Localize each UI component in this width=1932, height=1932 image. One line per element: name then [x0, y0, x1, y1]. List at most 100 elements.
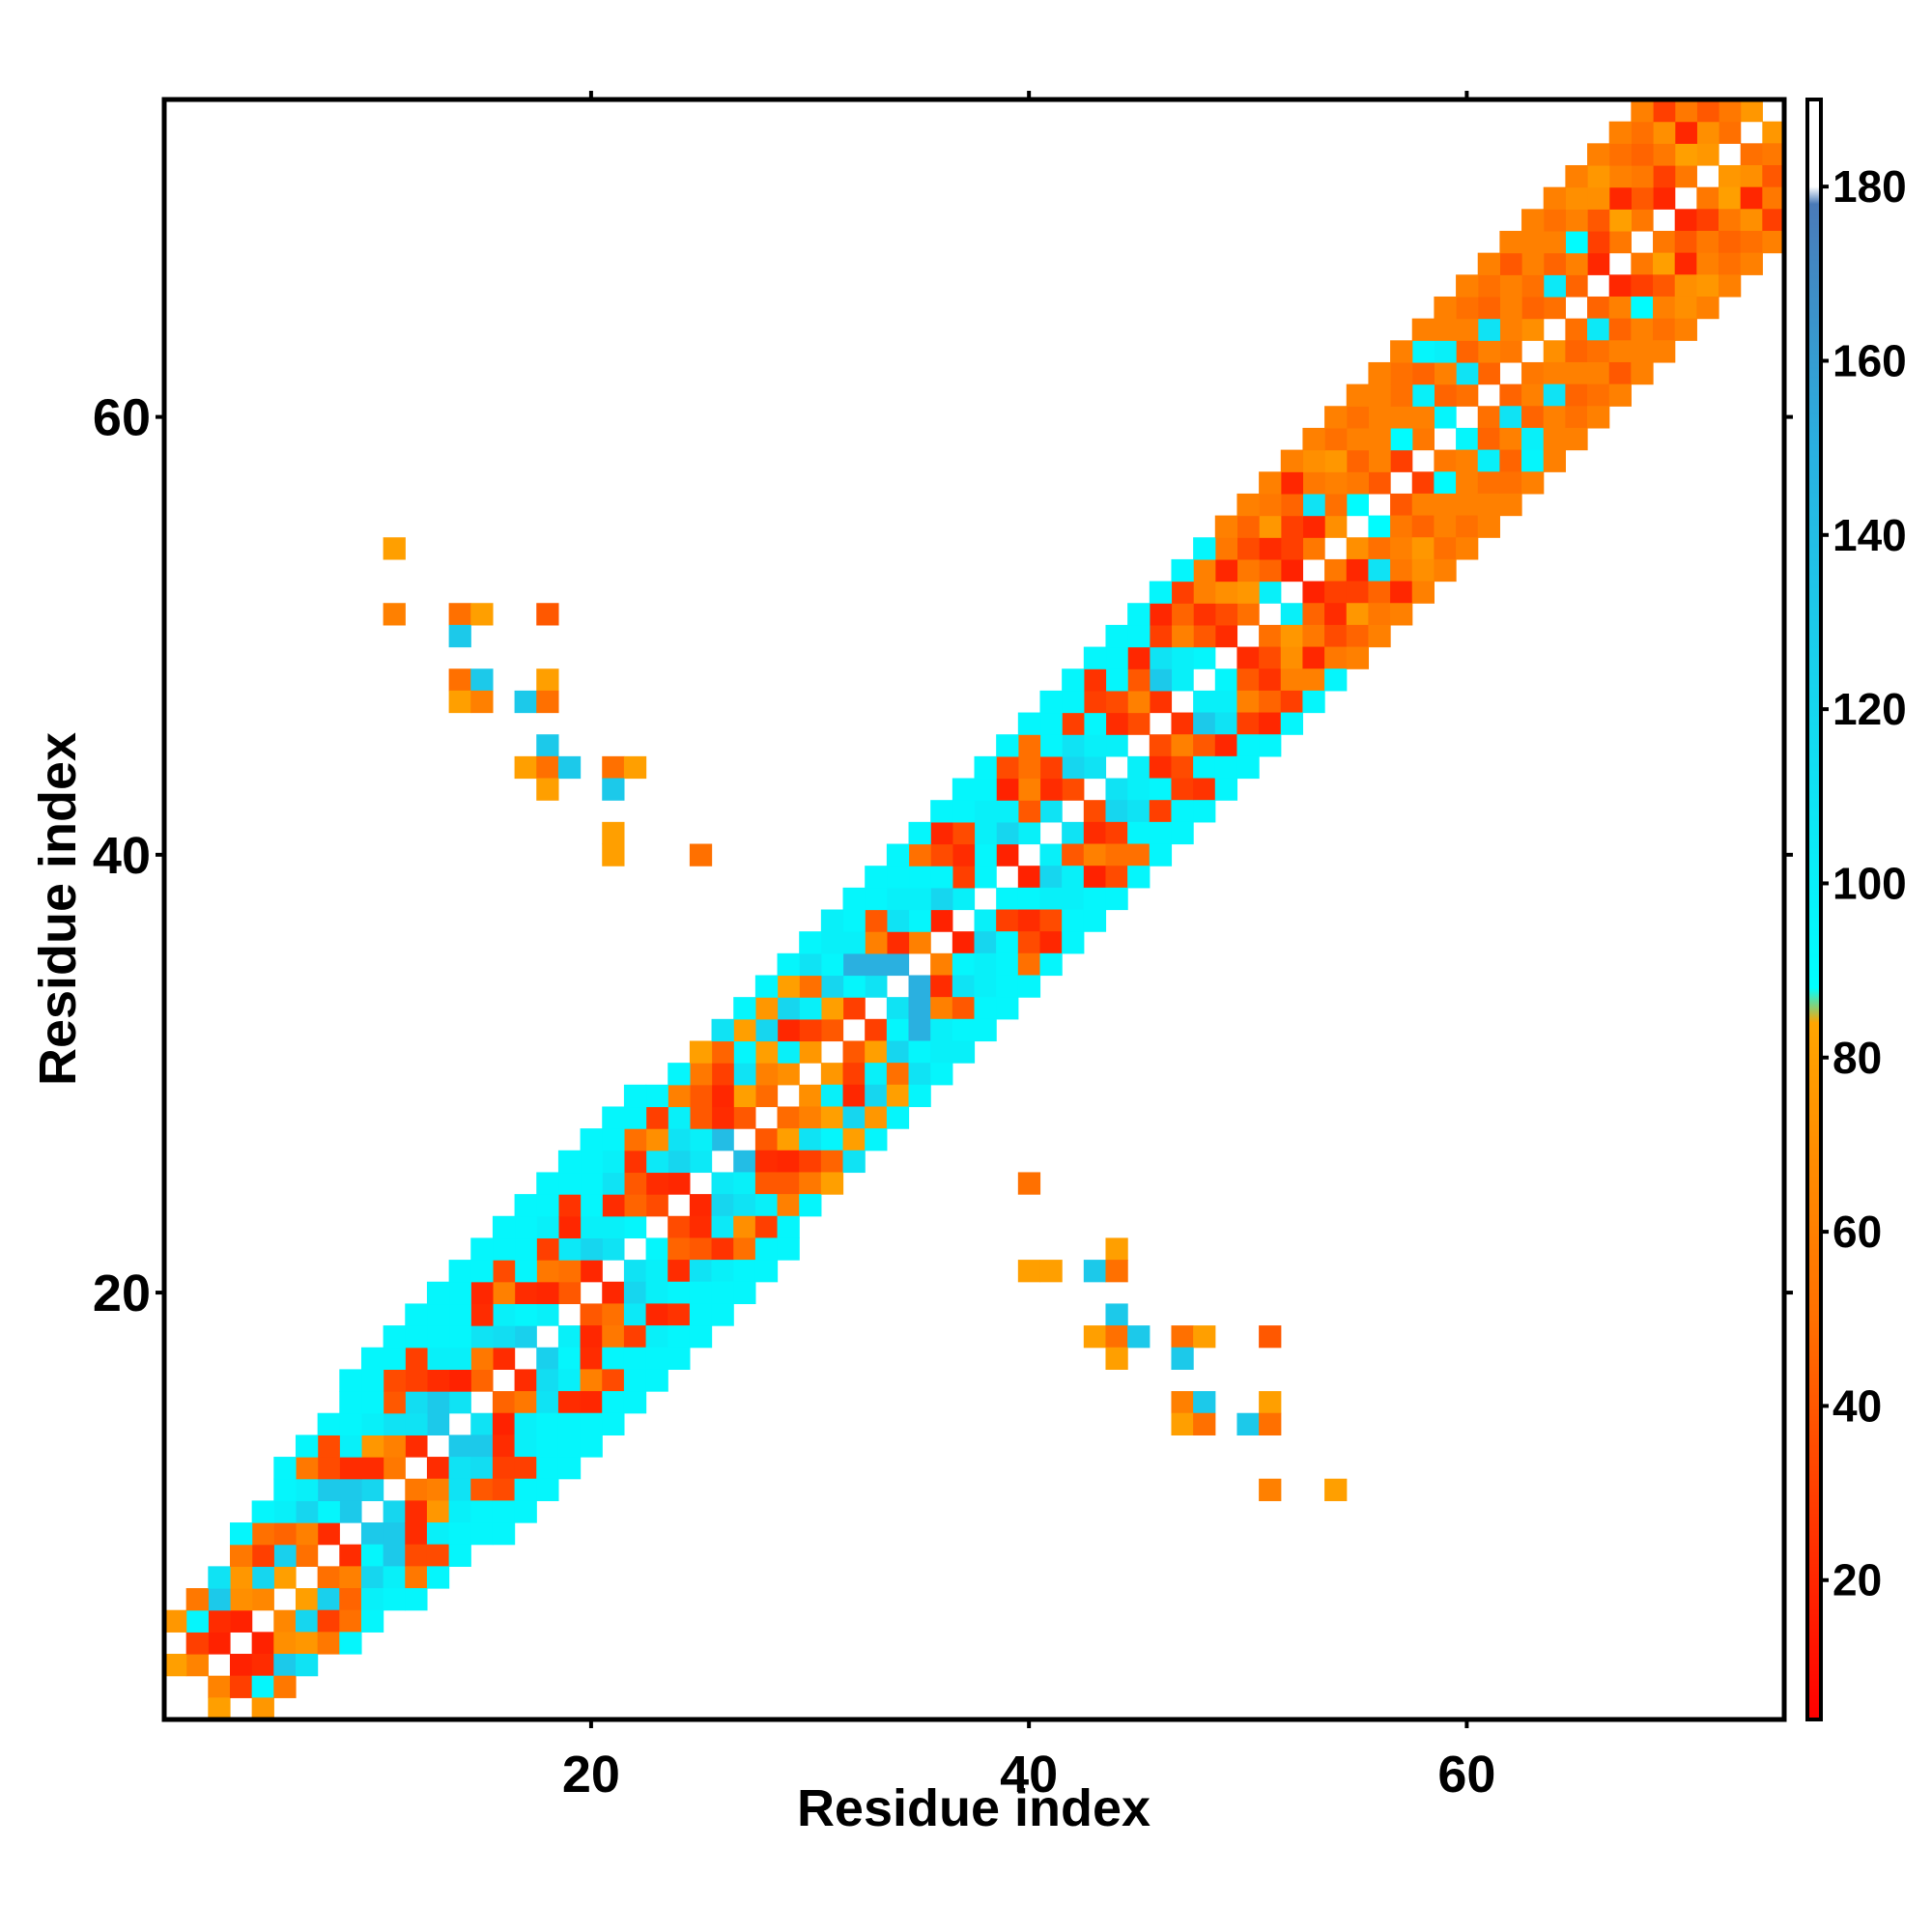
heatmap-cell — [557, 1150, 582, 1174]
heatmap-cell — [1390, 406, 1413, 429]
heatmap-cell — [1719, 121, 1742, 144]
heatmap-cell — [602, 1194, 625, 1217]
heatmap-cell — [996, 821, 1019, 845]
colorbar: 20 40 60 80 100 120 140 160 180 — [1805, 98, 1907, 1721]
heatmap-cell — [1456, 340, 1479, 363]
heatmap-cell — [952, 975, 976, 998]
heatmap-cell — [1762, 121, 1785, 144]
heatmap-cell — [711, 1106, 734, 1129]
heatmap-cell — [1280, 471, 1304, 495]
heatmap-cell — [1324, 581, 1348, 604]
heatmap-cell — [339, 1588, 362, 1611]
colorbar-tick-label: 40 — [1833, 1380, 1882, 1431]
heatmap-cell — [1653, 274, 1676, 298]
heatmap-cell — [1368, 581, 1391, 604]
heatmap-cell — [1105, 1260, 1128, 1283]
heatmap-cell — [273, 1566, 297, 1589]
heatmap-cell — [974, 909, 997, 932]
heatmap-cell — [536, 1457, 559, 1480]
heatmap-cell — [580, 1150, 603, 1174]
heatmap-cell — [886, 952, 910, 977]
heatmap-cell — [383, 1566, 406, 1589]
heatmap-cell — [1127, 1325, 1151, 1349]
heatmap-cell — [405, 1500, 428, 1523]
heatmap-cell — [470, 1281, 494, 1305]
heatmap-cell — [1346, 427, 1370, 451]
heatmap-cell — [317, 1632, 340, 1655]
heatmap-cell — [1039, 843, 1063, 867]
heatmap-cell — [930, 997, 953, 1020]
heatmap-cell — [820, 1018, 844, 1042]
heatmap-cell — [1346, 471, 1370, 495]
heatmap-cell — [1259, 690, 1282, 714]
heatmap-cell — [908, 1084, 931, 1108]
heatmap-cell — [405, 1522, 428, 1546]
heatmap-cell — [1434, 449, 1457, 472]
heatmap-cell — [514, 1260, 537, 1283]
heatmap-cell — [1062, 778, 1085, 801]
heatmap-cell — [1411, 318, 1435, 341]
heatmap-cell — [1434, 537, 1457, 560]
heatmap-cell — [448, 1457, 471, 1480]
heatmap-cell — [820, 997, 844, 1020]
heatmap-cell — [1302, 646, 1325, 669]
heatmap-cell — [777, 952, 800, 977]
heatmap-cell — [426, 1391, 450, 1414]
heatmap-cell — [1368, 384, 1391, 407]
heatmap-cell — [1259, 1391, 1282, 1414]
heatmap-cell — [1411, 558, 1435, 582]
heatmap-cell — [514, 1303, 537, 1326]
heatmap-cell — [208, 1566, 231, 1589]
heatmap-cell — [317, 1435, 340, 1458]
heatmap-cell — [1083, 1260, 1107, 1283]
heatmap-cell — [383, 1391, 406, 1414]
heatmap-cell — [1039, 778, 1063, 801]
heatmap-cell — [208, 1588, 231, 1611]
heatmap-cell — [1543, 209, 1566, 232]
heatmap-cell — [754, 1040, 779, 1064]
heatmap-cell — [251, 1675, 274, 1698]
heatmap-cell — [448, 1522, 471, 1546]
heatmap-cell — [536, 1215, 559, 1239]
heatmap-cell — [886, 887, 910, 911]
heatmap-cell — [996, 734, 1019, 757]
heatmap-cell — [1587, 209, 1610, 232]
heatmap-cell — [1302, 493, 1325, 517]
heatmap-cell — [1105, 646, 1128, 669]
heatmap-cell — [383, 603, 406, 626]
heatmap-cell — [1719, 99, 1742, 123]
heatmap-cell — [1149, 624, 1173, 648]
heatmap-cell — [273, 1675, 297, 1698]
heatmap-cell — [1017, 778, 1041, 801]
heatmap-cell — [689, 843, 713, 867]
heatmap-cell — [645, 1172, 668, 1195]
heatmap-cell — [405, 1391, 428, 1414]
heatmap-cell — [1653, 252, 1676, 275]
heatmap-cell — [426, 1566, 450, 1589]
heatmap-cell — [295, 1654, 319, 1677]
heatmap-cell — [1302, 537, 1325, 560]
heatmap-cell — [383, 1457, 406, 1480]
heatmap-cell — [668, 1150, 691, 1174]
heatmap-cell — [1083, 866, 1107, 889]
heatmap-cell — [1062, 668, 1085, 692]
heatmap-cell — [602, 755, 625, 780]
heatmap-cell — [1587, 296, 1610, 320]
heatmap-cell — [448, 624, 471, 648]
heatmap-cell — [733, 1106, 756, 1129]
heatmap-cell — [1105, 843, 1128, 867]
heatmap-cell — [317, 1478, 340, 1501]
heatmap-cell — [865, 1084, 888, 1108]
heatmap-cell — [1434, 406, 1457, 429]
heatmap-cell — [536, 690, 559, 714]
heatmap-cell — [908, 931, 931, 954]
heatmap-cell — [1456, 493, 1479, 517]
heatmap-cell — [295, 1609, 319, 1633]
heatmap-cell — [1171, 1325, 1194, 1349]
heatmap-cell — [1543, 340, 1566, 363]
heatmap-cell — [1017, 800, 1041, 823]
heatmap-cell — [799, 1194, 822, 1217]
heatmap-cell — [1346, 537, 1370, 560]
colorbar-tick-label: 80 — [1833, 1033, 1882, 1083]
heatmap-cell — [1214, 581, 1238, 604]
